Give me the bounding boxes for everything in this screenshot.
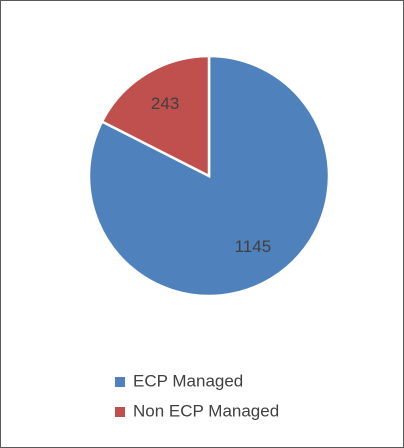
legend-label: ECP Managed <box>133 371 243 390</box>
legend-swatch <box>115 377 125 387</box>
data-label: 1145 <box>235 237 272 256</box>
legend-label: Non ECP Managed <box>133 401 279 420</box>
legend-swatch <box>115 407 125 417</box>
data-label: 243 <box>151 94 179 113</box>
pie-slice <box>100 54 211 179</box>
